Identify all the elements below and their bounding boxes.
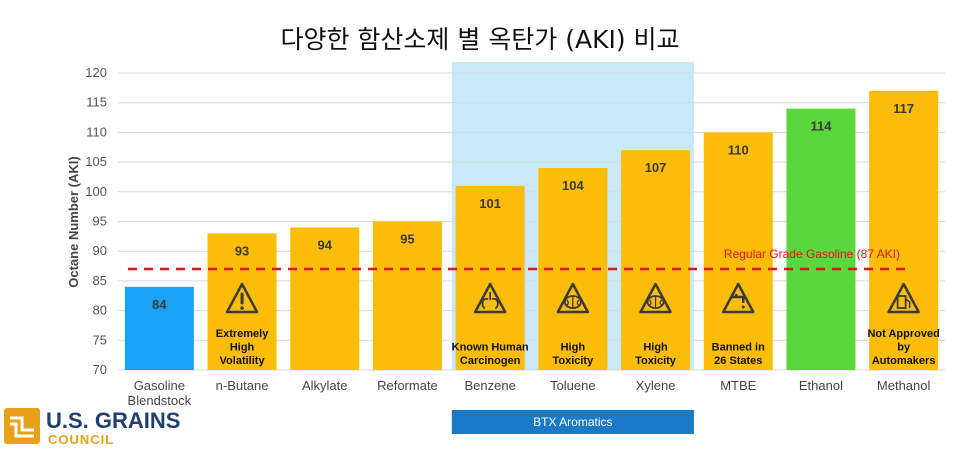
x-tick-label: Toluene (550, 378, 596, 393)
y-tick-label: 80 (93, 303, 107, 318)
y-tick-label: 115 (86, 95, 107, 110)
bar-note: Not Approved (867, 328, 939, 340)
x-tick-label: Xylene (636, 378, 676, 393)
logo-line2: COUNCIL (48, 432, 114, 447)
brain-icon (639, 282, 672, 314)
btx-group-label: BTX Aromatics (533, 415, 612, 429)
bar-note: Carcinogen (460, 355, 521, 367)
y-tick-label: 120 (85, 65, 107, 80)
bar-note: Extremely (216, 328, 269, 340)
warning-icon (225, 282, 259, 314)
usgc-logo: U.S. GRAINS COUNCIL (4, 408, 180, 447)
bar-note: Known Human (452, 342, 529, 354)
gas-pump-icon (887, 282, 920, 314)
x-tick-label: Alkylate (302, 378, 348, 393)
y-tick-label: 90 (93, 243, 107, 258)
y-tick-label: 105 (85, 154, 107, 169)
bar-note: by (897, 342, 911, 354)
y-tick-label: 70 (93, 362, 107, 377)
bar-note: Volatility (220, 355, 266, 367)
bar-note: 26 States (714, 355, 762, 367)
y-tick-label: 75 (93, 332, 107, 347)
bar (290, 227, 360, 370)
logo-mark-lines (10, 416, 34, 438)
x-tick-label: Benzene (464, 378, 515, 393)
bar-value-label: 95 (400, 232, 414, 247)
x-tick-label: n-Butane (216, 378, 269, 393)
bar-note: High (561, 342, 586, 354)
bar-note: Automakers (872, 355, 936, 367)
bar (455, 185, 525, 370)
bar-value-label: 84 (152, 297, 167, 312)
x-tick-label: Gasoline (134, 378, 185, 393)
btx-label-box (451, 410, 694, 434)
y-tick-label: 95 (93, 214, 107, 229)
x-tick-label: Reformate (377, 378, 438, 393)
bar (621, 150, 691, 370)
bar-value-label: 114 (810, 119, 832, 134)
reference-line-label: Regular Grade Gasoline (87 AKI) (724, 247, 900, 261)
bar (372, 221, 442, 370)
bar-value-label: 104 (562, 178, 584, 193)
y-tick-label: 85 (93, 273, 107, 288)
bar-value-label: 110 (728, 142, 749, 157)
x-tick-label: MTBE (720, 378, 756, 393)
x-tick-label: Blendstock (128, 393, 192, 408)
x-tick-label: Methanol (877, 378, 931, 393)
bar (703, 132, 773, 370)
brain-icon (556, 282, 590, 314)
chart-title: 다양한 함산소제 별 옥탄가 (AKI) 비교 (280, 25, 679, 54)
bar-value-label: 107 (645, 160, 667, 175)
bar-value-label: 93 (235, 243, 249, 258)
bar-note: High (230, 342, 255, 354)
y-axis-label: Octane Number (AKI) (66, 156, 81, 287)
y-tick-label: 110 (86, 124, 107, 139)
bar (124, 286, 194, 370)
bar-note: Toxicity (635, 355, 677, 367)
x-tick-label: Ethanol (799, 378, 843, 393)
bar (786, 108, 856, 370)
bar-note: Banned in (712, 342, 765, 354)
bar-note: High (643, 342, 668, 354)
bar-note: Toxicity (552, 355, 594, 367)
bar-value-label: 101 (479, 196, 501, 211)
logo-line1: U.S. GRAINS (46, 408, 180, 433)
lungs-icon (473, 282, 507, 314)
y-tick-label: 100 (85, 184, 107, 199)
bar-value-label: 94 (318, 237, 333, 252)
bar-value-label: 117 (893, 101, 914, 116)
bar (869, 90, 939, 370)
faucet-icon (722, 282, 755, 314)
